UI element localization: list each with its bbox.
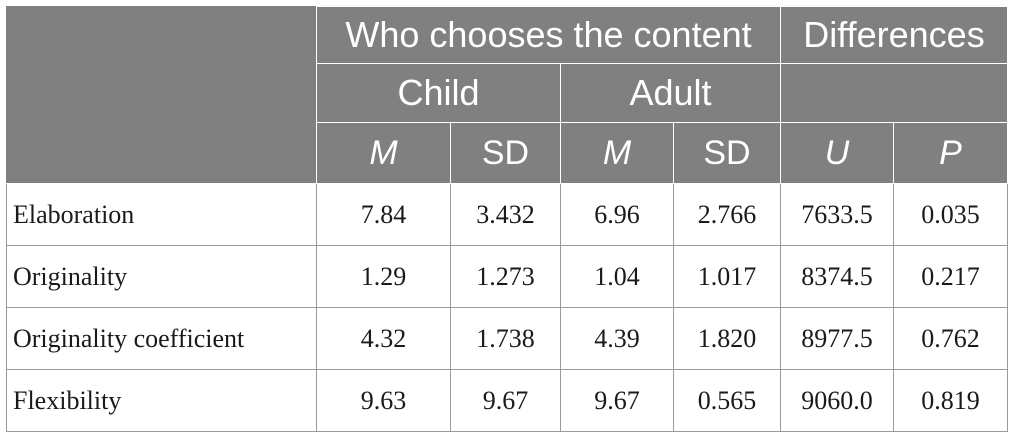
table-cell: 0.565	[673, 369, 781, 432]
header-row-1: Who chooses the content Differences	[6, 6, 1008, 184]
table-row: Elaboration 7.84 3.432 6.96 2.766 7633.5…	[6, 183, 1008, 246]
header-subgroup-adult: Adult	[560, 63, 781, 123]
header-col-child-m: M	[316, 122, 451, 184]
table-cell: 4.39	[560, 307, 674, 370]
table-cell: 3.432	[450, 183, 561, 246]
header-col-child-sd: SD	[450, 122, 561, 184]
table-row: Originality coefficient 4.32 1.738 4.39 …	[6, 307, 1008, 370]
table-cell: 1.017	[673, 245, 781, 308]
row-label: Originality	[6, 245, 317, 308]
table-cell: 9.67	[560, 369, 674, 432]
table-cell: 1.820	[673, 307, 781, 370]
table-cell: 4.32	[316, 307, 451, 370]
table-cell: 1.04	[560, 245, 674, 308]
row-label: Flexibility	[6, 369, 317, 432]
table-cell: 1.29	[316, 245, 451, 308]
table-cell: 0.762	[893, 307, 1008, 370]
header-col-adult-sd: SD	[673, 122, 781, 184]
table-cell: 9.67	[450, 369, 561, 432]
table-cell: 0.819	[893, 369, 1008, 432]
table-cell: 8977.5	[780, 307, 894, 370]
header-group-who-chooses: Who chooses the content	[316, 6, 781, 64]
table-container: Who chooses the content Differences Chil…	[6, 6, 1008, 432]
header-col-adult-m: M	[560, 122, 674, 184]
header-subgroup-blank	[780, 63, 1008, 123]
table-cell: 2.766	[673, 183, 781, 246]
header-row-3: M SD M SD U P	[7, 122, 1008, 184]
table-cell: 7633.5	[780, 183, 894, 246]
table-cell: 0.217	[893, 245, 1008, 308]
statistics-table: Who chooses the content Differences Chil…	[6, 6, 1008, 432]
table-row: Originality 1.29 1.273 1.04 1.017 8374.5…	[6, 245, 1008, 308]
header-col-p: P	[893, 122, 1008, 184]
table-cell: 6.96	[560, 183, 674, 246]
table-body: Elaboration 7.84 3.432 6.96 2.766 7633.5…	[6, 183, 1008, 432]
header-subgroup-child: Child	[316, 63, 561, 123]
header-row-2: Child Adult	[7, 63, 1008, 123]
table-cell: 9060.0	[780, 369, 894, 432]
table-header: Who chooses the content Differences Chil…	[6, 6, 1008, 184]
row-label: Elaboration	[6, 183, 317, 246]
row-label: Originality coefficient	[6, 307, 317, 370]
table-cell: 1.738	[450, 307, 561, 370]
table-cell: 0.035	[893, 183, 1008, 246]
header-group-differences: Differences	[780, 6, 1008, 64]
table-row: Flexibility 9.63 9.67 9.67 0.565 9060.0 …	[6, 369, 1008, 432]
table-cell: 8374.5	[780, 245, 894, 308]
table-cell: 9.63	[316, 369, 451, 432]
header-corner-cell	[6, 6, 317, 184]
table-cell: 7.84	[316, 183, 451, 246]
header-col-u: U	[780, 122, 894, 184]
table-cell: 1.273	[450, 245, 561, 308]
